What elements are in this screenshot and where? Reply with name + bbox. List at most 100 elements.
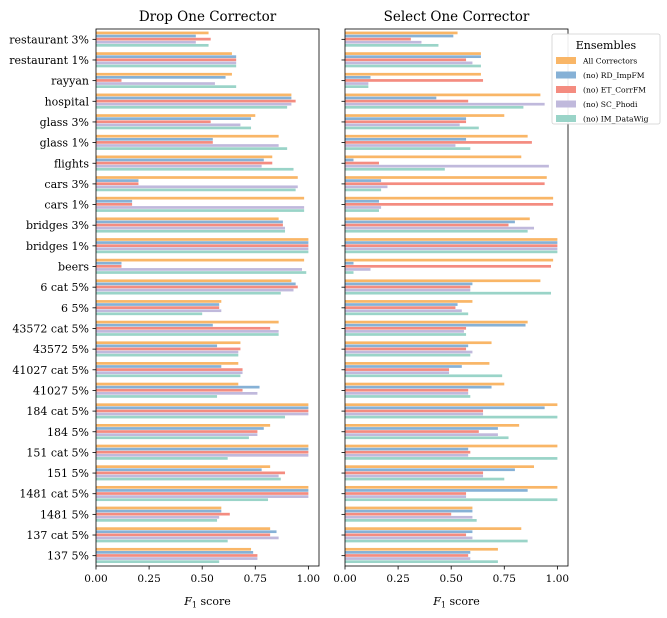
bar-flights-series-3 xyxy=(345,161,379,165)
bar-rayyan-series-3 xyxy=(345,79,484,82)
bar-cars-3--series-4 xyxy=(96,185,298,189)
bar-41027-cat-5--series-1 xyxy=(96,362,239,365)
bar-151-5--series-5 xyxy=(96,477,281,481)
bar-184-cat-5--series-2 xyxy=(345,406,545,410)
bar-43572-cat-5--series-1 xyxy=(345,320,528,324)
bar-41027-cat-5--series-2 xyxy=(345,365,462,368)
bar-6-cat-5--series-4 xyxy=(345,288,471,292)
x-tick-label: 1.00 xyxy=(546,573,569,585)
bar-41027-5--series-3 xyxy=(345,388,469,392)
bar-41027-5--series-5 xyxy=(345,395,471,398)
bar-glass-3--series-2 xyxy=(96,117,252,120)
y-tick-label: flights xyxy=(54,157,89,170)
bar-43572-cat-5--series-3 xyxy=(96,326,271,330)
bar-151-cat-5--series-1 xyxy=(345,444,558,448)
bar-137-cat-5--series-1 xyxy=(345,527,522,530)
bar-137-5--series-1 xyxy=(96,547,252,551)
bar-184-cat-5--series-5 xyxy=(96,415,286,419)
bar-bridges-3--series-1 xyxy=(345,217,530,221)
bar-151-cat-5--series-2 xyxy=(96,447,309,451)
bar-137-5--series-4 xyxy=(345,557,471,560)
y-tick-label: restaurant 3% xyxy=(9,33,89,46)
y-tick-label: 137 5% xyxy=(47,550,89,563)
bar-43572-cat-5--series-2 xyxy=(96,323,213,327)
x-tick-label: 0.00 xyxy=(84,573,107,585)
bar-137-cat-5--series-3 xyxy=(345,533,467,537)
y-tick-label: cars 3% xyxy=(44,178,89,191)
bar-cars-1--series-4 xyxy=(345,206,382,209)
bar-1481-5--series-1 xyxy=(96,506,222,510)
bar-151-cat-5--series-4 xyxy=(96,453,309,457)
bar-cars-1--series-2 xyxy=(96,199,133,203)
bar-flights-series-4 xyxy=(345,164,549,168)
bar-bridges-1--series-4 xyxy=(96,247,309,251)
y-tick-label: beers xyxy=(58,261,89,274)
y-tick-label: rayyan xyxy=(51,75,89,88)
bar-glass-3--series-5 xyxy=(96,126,252,130)
bar-hospital-series-2 xyxy=(96,96,292,100)
bar-bridges-1--series-3 xyxy=(345,244,558,248)
bar-137-cat-5--series-2 xyxy=(96,530,277,534)
bar-137-5--series-3 xyxy=(96,554,258,557)
bar-restaurant-3--series-3 xyxy=(96,37,211,41)
legend-entry: (no) IM_DataWig xyxy=(583,115,649,124)
bar-41027-cat-5--series-3 xyxy=(96,368,243,371)
bar-cars-1--series-1 xyxy=(96,196,305,200)
bar-43572-cat-5--series-1 xyxy=(96,320,279,324)
bar-184-cat-5--series-1 xyxy=(96,403,309,407)
bar-43572-5--series-5 xyxy=(96,353,239,357)
bar-cars-3--series-5 xyxy=(345,188,382,192)
bar-beers-series-2 xyxy=(345,261,354,265)
bar-6-5--series-1 xyxy=(96,300,222,303)
bar-184-5--series-5 xyxy=(345,436,509,440)
y-tick-label: 184 cat 5% xyxy=(26,405,89,418)
bar-cars-1--series-2 xyxy=(345,199,379,203)
panel-2: 0.00 0.25 0.50 0.75 1.00 Select One Corrector… xyxy=(333,9,569,610)
bar-137-5--series-5 xyxy=(96,560,220,564)
bar-beers-series-2 xyxy=(96,261,122,265)
bar-184-5--series-3 xyxy=(96,430,258,433)
x-tick-label: 1.00 xyxy=(297,573,320,585)
bar-137-5--series-5 xyxy=(345,560,498,564)
y-tick-label: 6 5% xyxy=(61,302,89,315)
bar-rayyan-series-5 xyxy=(345,85,369,88)
bar-151-5--series-3 xyxy=(96,471,286,475)
bar-1481-5--series-4 xyxy=(345,515,473,519)
bar-bridges-1--series-4 xyxy=(345,247,558,251)
x-tick-label: 0.50 xyxy=(439,573,462,585)
bar-beers-series-3 xyxy=(96,264,122,268)
bar-restaurant-1--series-3 xyxy=(96,58,237,62)
bar-151-cat-5--series-2 xyxy=(345,447,469,451)
bar-41027-cat-5--series-3 xyxy=(345,368,450,371)
x-tick-label: 0.75 xyxy=(493,573,516,585)
y-tick-label: 43572 cat 5% xyxy=(12,322,89,335)
bar-restaurant-1--series-4 xyxy=(96,61,237,65)
bar-184-5--series-2 xyxy=(96,427,264,430)
bar-151-5--series-4 xyxy=(96,474,279,478)
bar-cars-3--series-3 xyxy=(96,182,139,186)
bar-1481-cat-5--series-1 xyxy=(345,485,558,489)
bar-41027-5--series-2 xyxy=(345,385,492,389)
bar-1481-cat-5--series-3 xyxy=(96,492,309,495)
bar-bridges-3--series-4 xyxy=(96,226,286,230)
bar-1481-5--series-1 xyxy=(345,506,473,510)
bar-184-5--series-3 xyxy=(345,430,479,433)
panel-title: Select One Corrector xyxy=(384,9,530,25)
bar-restaurant-3--series-3 xyxy=(345,37,411,41)
y-tick-label: bridges 3% xyxy=(26,219,89,232)
bar-184-cat-5--series-1 xyxy=(345,403,558,407)
bar-restaurant-3--series-1 xyxy=(345,31,458,35)
bar-41027-5--series-4 xyxy=(96,391,258,395)
bar-1481-cat-5--series-5 xyxy=(96,498,269,502)
bar-151-5--series-3 xyxy=(345,471,484,475)
y-tick-label: 151 5% xyxy=(47,467,89,480)
bar-6-cat-5--series-2 xyxy=(96,282,296,286)
bar-1481-cat-5--series-4 xyxy=(96,495,309,498)
bar-1481-cat-5--series-2 xyxy=(345,489,528,492)
bar-glass-3--series-2 xyxy=(345,117,467,120)
x-tick-label: 0.00 xyxy=(333,573,356,585)
bar-151-5--series-2 xyxy=(96,468,262,472)
bar-cars-1--series-4 xyxy=(96,206,305,209)
y-tick-label: 41027 cat 5% xyxy=(12,364,89,377)
bar-43572-cat-5--series-4 xyxy=(96,330,279,333)
